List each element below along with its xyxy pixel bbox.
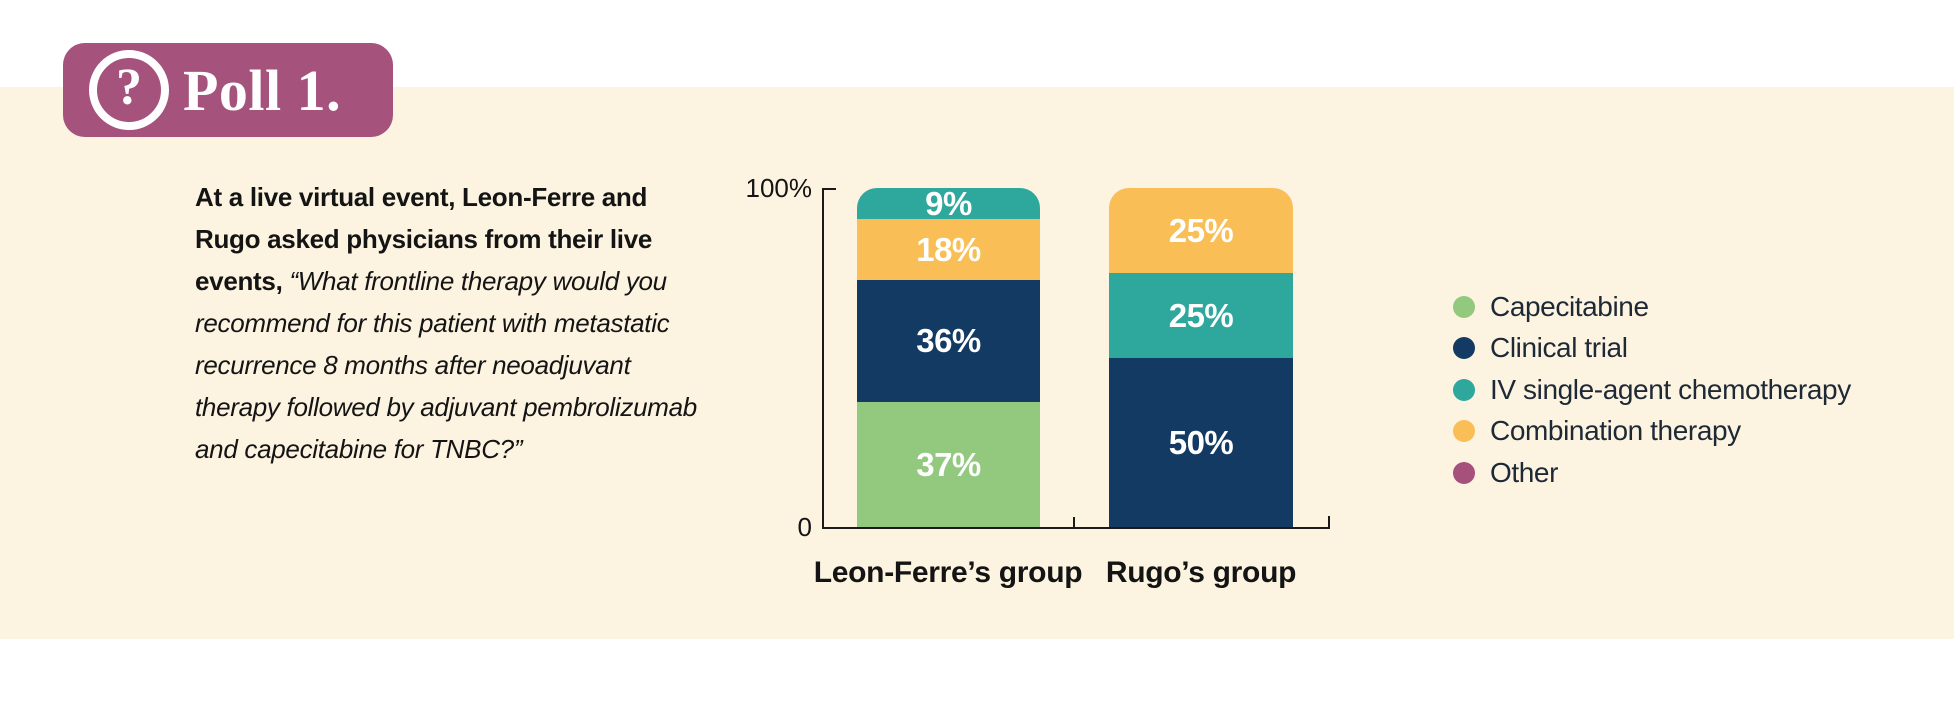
poll-question-intro: At a live virtual event, Leon-Ferre and … — [195, 182, 653, 296]
legend-swatch-capecitabine — [1453, 295, 1475, 318]
poll-badge-title: Poll 1. — [183, 57, 342, 123]
legend-swatch-combination-therapy — [1453, 420, 1475, 443]
poll-badge: ? Poll 1. — [63, 43, 393, 137]
legend-swatch-iv-single-agent-chemotherapy — [1453, 378, 1475, 401]
legend-item-combination-therapy: Combination therapy — [1453, 411, 1851, 453]
legend-item-other: Other — [1453, 452, 1851, 494]
legend-item-iv-single-agent-chemotherapy: IV single-agent chemotherapy — [1453, 369, 1851, 411]
legend-item-clinical-trial: Clinical trial — [1453, 328, 1851, 370]
poll-question-quote: “What frontline therapy would you recomm… — [195, 266, 697, 464]
legend-label-other: Other — [1490, 456, 1559, 488]
question-mark-glyph: ? — [116, 59, 142, 116]
legend-label-iv-single-agent-chemotherapy: IV single-agent chemotherapy — [1490, 373, 1851, 405]
legend-label-combination-therapy: Combination therapy — [1490, 415, 1741, 447]
legend-label-clinical-trial: Clinical trial — [1490, 332, 1628, 364]
poll-question: At a live virtual event, Leon-Ferre and … — [195, 176, 707, 470]
legend-item-capecitabine: Capecitabine — [1453, 286, 1851, 328]
legend-swatch-other — [1453, 461, 1475, 484]
question-mark-icon: ? — [89, 50, 169, 130]
chart-legend: Capecitabine Clinical trial IV single-agen… — [1453, 286, 1851, 494]
legend-swatch-clinical-trial — [1453, 337, 1475, 360]
legend-label-capecitabine: Capecitabine — [1490, 290, 1649, 322]
